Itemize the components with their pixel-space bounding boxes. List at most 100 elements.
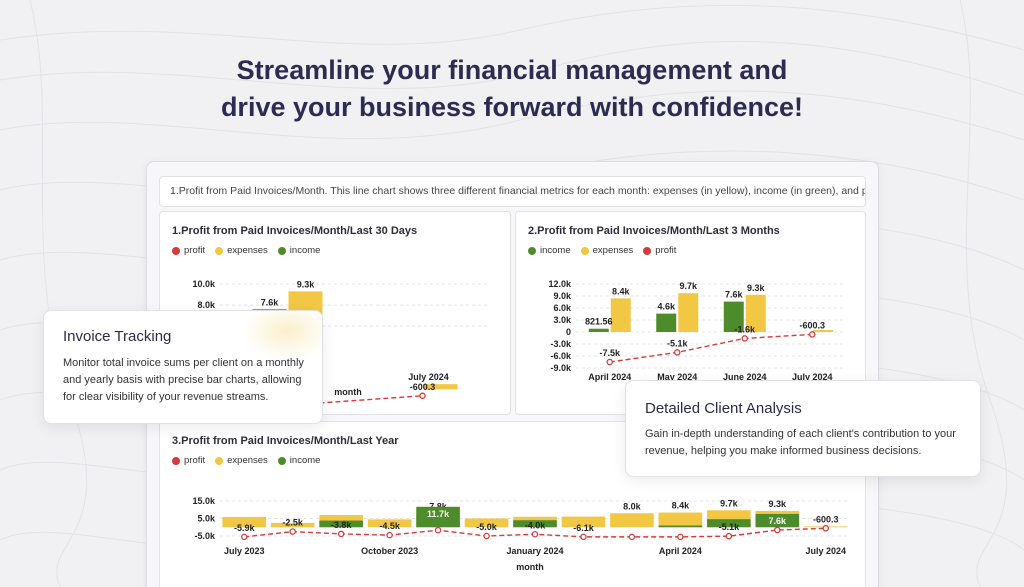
data-label-profit: -5.1k <box>719 522 741 532</box>
point-profit <box>673 349 681 356</box>
card-title: Detailed Client Analysis <box>645 400 802 417</box>
legend-item-income[interactable]: income <box>277 455 321 466</box>
y-tick-label: -9.0k <box>550 363 572 373</box>
data-label-expenses: 7.8k <box>429 502 448 512</box>
bar-expenses <box>678 293 699 332</box>
x-tick-label: July 2024 <box>408 372 449 382</box>
point-profit <box>628 533 636 541</box>
data-label-income: 821.56 <box>585 317 613 327</box>
data-label-profit: -5.9k <box>234 523 256 533</box>
legend-item-expenses[interactable]: expenses <box>580 245 633 256</box>
card-title: Invoice Tracking <box>63 328 172 345</box>
legend-item-profit[interactable]: profit <box>172 245 205 256</box>
y-tick-label: 9.0k <box>553 291 572 301</box>
data-label-income: 7.6k <box>261 297 280 307</box>
line-profit <box>609 333 813 363</box>
data-label-profit: -5.1k <box>667 338 689 348</box>
bar-expenses <box>423 384 458 390</box>
chart-title: 1.Profit from Paid Invoices/Month/Last 3… <box>172 225 418 237</box>
x-tick-label: June 2024 <box>723 372 767 382</box>
y-tick-label: 6.0k <box>553 303 572 313</box>
invoice-tracking-card: Invoice Tracking Monitor total invoice s… <box>43 310 323 424</box>
data-label-expenses: 8.0k <box>623 501 642 511</box>
y-tick-label: -3.0k <box>550 339 572 349</box>
legend-label: expenses <box>227 455 268 466</box>
card-text: Gain in-depth understanding of each clie… <box>645 428 956 457</box>
bar-income <box>319 520 363 528</box>
y-tick-label: 5.0k <box>197 514 216 524</box>
data-label-profit: -2.5k <box>282 518 304 528</box>
data-label-income: 7.6k <box>769 516 788 526</box>
legend-label: income <box>289 455 321 466</box>
bar-income <box>723 301 744 332</box>
point-profit <box>822 525 830 532</box>
x-axis-title: month <box>334 387 362 397</box>
point-profit <box>386 531 393 539</box>
bar-expenses <box>464 518 509 528</box>
bar-income <box>755 513 800 528</box>
chart-title: 3.Profit from Paid Invoices/Month/Last Y… <box>172 435 399 447</box>
chart-legend: profit expenses income <box>172 455 320 466</box>
point-profit <box>606 358 614 366</box>
legend-item-income[interactable]: income <box>528 245 571 256</box>
headline-line-2: drive your business forward with confide… <box>220 92 804 122</box>
legend-label: profit <box>655 245 677 256</box>
bar-expenses <box>745 294 766 332</box>
y-tick-label: 3.0k <box>553 315 572 325</box>
data-label-expenses: 9.3k <box>747 283 766 293</box>
point-profit <box>580 533 587 541</box>
point-profit <box>434 526 442 534</box>
y-tick-label: 0 <box>566 327 571 337</box>
x-tick-label: April 2024 <box>588 372 631 382</box>
data-label-expenses: 9.7k <box>679 281 698 291</box>
data-label-profit: -3.8k <box>331 520 353 530</box>
card-text: Monitor total invoice sums per client on… <box>63 357 304 403</box>
x-tick-label: April 2024 <box>659 546 702 556</box>
chart-title: 2.Profit from Paid Invoices/Month/Last 3… <box>528 225 780 237</box>
bar-expenses <box>367 519 412 528</box>
point-profit <box>725 532 733 540</box>
legend-item-income[interactable]: income <box>277 245 320 256</box>
point-profit <box>677 533 684 541</box>
point-profit <box>289 528 296 535</box>
x-tick-label: May 2024 <box>657 372 697 382</box>
x-tick-label: July 2024 <box>792 372 833 382</box>
chart-3-months: 12.0k 9.0k 6.0k 3.0k 0 -3.0k -6.0k -9.0k 8.4k 821… <box>548 279 846 382</box>
data-label-income: 11.7k <box>427 509 450 519</box>
x-tick-label: January 2024 <box>506 546 563 556</box>
bar-expenses <box>610 513 654 528</box>
data-label-profit: -4.0k <box>525 520 547 530</box>
headline-line-1: Streamline your financial management and <box>236 55 788 85</box>
data-label-profit: -7.5k <box>599 348 621 358</box>
point-profit <box>531 531 539 538</box>
legend-item-profit[interactable]: profit <box>172 455 205 466</box>
legend-item-expenses[interactable]: expenses <box>215 455 268 466</box>
chart-legend: income expenses profit <box>528 245 676 256</box>
point-profit <box>419 392 426 400</box>
client-analysis-card: Detailed Client Analysis Gain in-depth u… <box>625 380 981 477</box>
bar-expenses <box>610 298 631 332</box>
data-label-income: 7.6k <box>725 290 744 300</box>
bar-expenses <box>658 512 703 528</box>
card-glow <box>242 311 322 361</box>
data-label-expenses: 9.3k <box>769 499 788 509</box>
legend-item-profit[interactable]: profit <box>643 245 676 256</box>
bar-income <box>588 328 609 332</box>
point-profit <box>808 331 816 338</box>
data-label-profit: -600.3 <box>813 514 839 524</box>
legend-label: profit <box>184 455 206 466</box>
legend-item-expenses[interactable]: expenses <box>215 245 268 256</box>
y-tick-label: 12.0k <box>548 279 572 289</box>
data-label-profit: -4.5k <box>379 521 401 531</box>
data-label-expenses: 8.4k <box>672 501 691 511</box>
point-profit <box>741 335 748 342</box>
headline: Streamline your financial management and… <box>0 52 1024 126</box>
bar-expenses <box>813 330 834 332</box>
data-label-income: 4.6k <box>657 302 676 312</box>
x-tick-label: July 2024 <box>806 546 847 556</box>
data-label-profit: -1.6k <box>734 324 756 334</box>
legend-label: income <box>540 245 571 256</box>
x-tick-label: July 2023 <box>224 546 265 556</box>
bar-expenses <box>222 516 267 528</box>
